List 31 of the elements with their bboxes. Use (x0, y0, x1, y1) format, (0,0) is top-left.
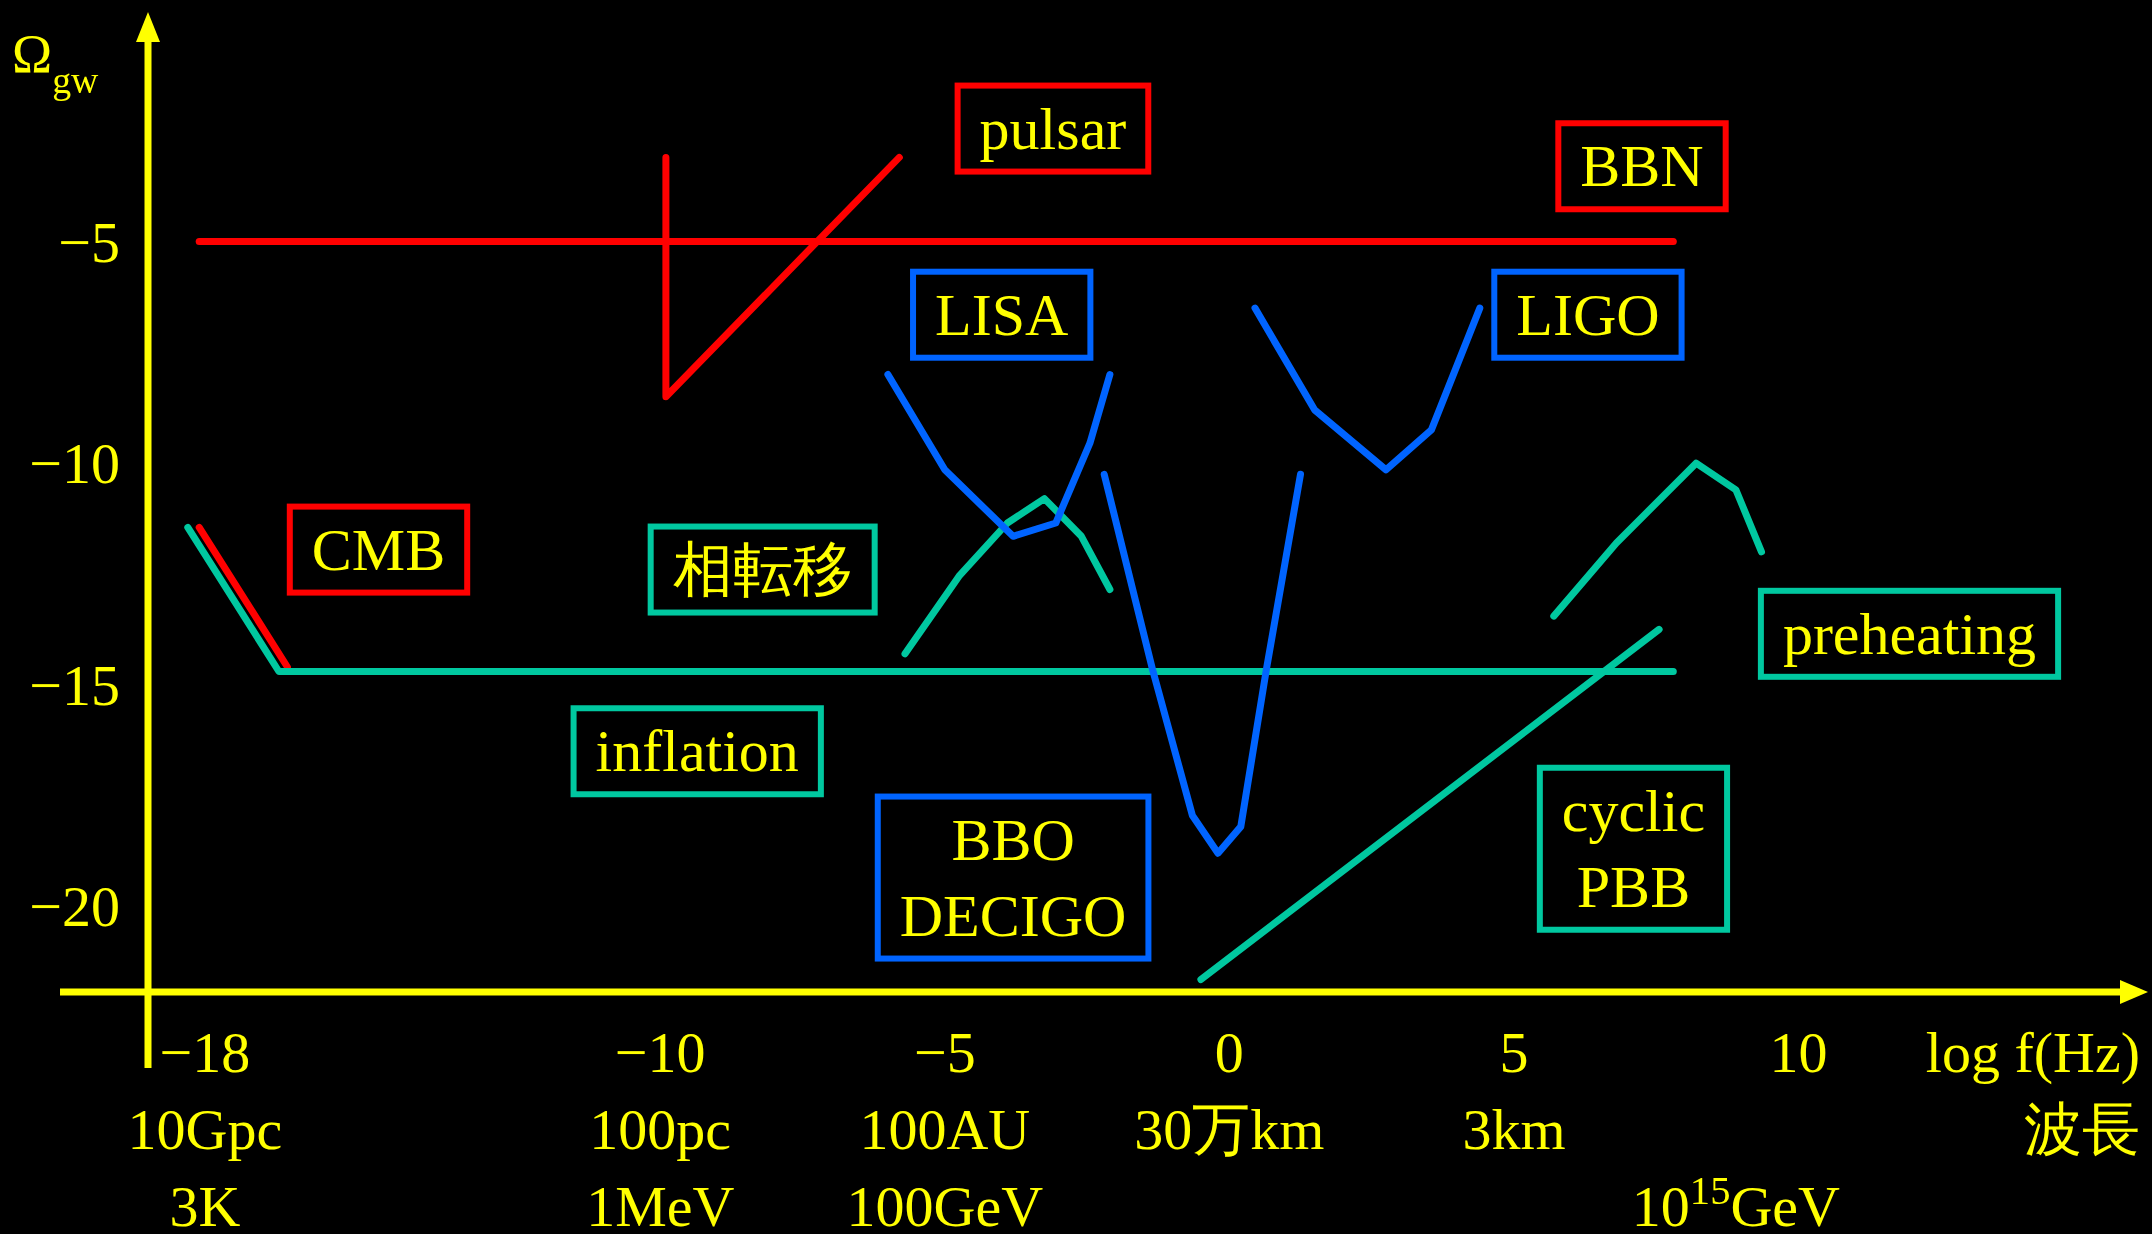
series-label: 相転移 (672, 536, 853, 603)
series-label: CMB (311, 516, 446, 583)
x-tick-label: 10 (1769, 1020, 1828, 1085)
x-tick-label: −18 (159, 1020, 251, 1085)
text: 3km (1462, 1097, 1566, 1162)
x-tick-label: −5 (913, 1020, 976, 1085)
series-label: cyclic PBB (1561, 777, 1706, 920)
series-label: preheating (1782, 600, 2037, 667)
series-label: BBO DECIGO (899, 806, 1127, 949)
text: 100pc (589, 1097, 732, 1162)
text: 1MeV (586, 1174, 735, 1234)
x-tick-label: 0 (1214, 1020, 1244, 1085)
x-tick-label: −10 (614, 1020, 706, 1085)
text: 10$^{15}$GeV (1631, 1167, 1841, 1234)
series-label: LIGO (1516, 281, 1660, 348)
y-tick-label: −5 (58, 209, 120, 275)
series-label: inflation (595, 718, 799, 785)
text: 100GeV (846, 1174, 1044, 1234)
y-axis-title: Ω$_{gw}$ (12, 24, 100, 101)
series-label: pulsar (979, 95, 1127, 162)
text: 30万km (1134, 1097, 1325, 1162)
x-tick-label: 5 (1499, 1020, 1529, 1085)
series-label: BBN (1580, 133, 1704, 200)
text: 3K (169, 1174, 241, 1234)
text: 10Gpc (127, 1097, 283, 1162)
x-axis-title: log f(Hz) 波長 (1925, 1020, 2140, 1162)
series-label: LISA (935, 281, 1069, 348)
text: 100AU (859, 1097, 1031, 1162)
y-tick-label: −15 (29, 652, 120, 718)
y-tick-label: −10 (29, 431, 120, 497)
y-tick-label: −20 (29, 874, 120, 940)
